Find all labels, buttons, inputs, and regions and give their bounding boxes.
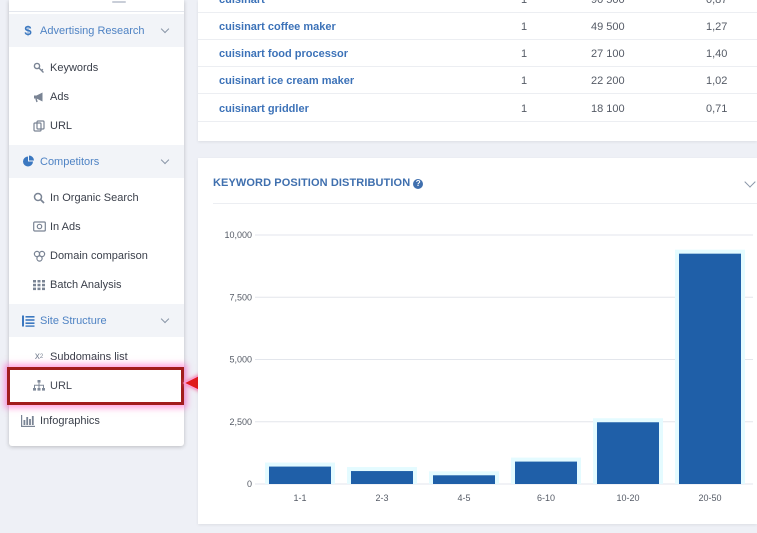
sidebar-item-label: In Ads bbox=[50, 220, 81, 233]
x-tick-label: 4-5 bbox=[457, 493, 470, 503]
table-row: cuisinart 1 90 500 0,87 bbox=[198, 0, 757, 13]
cpc-cell: 0,87 bbox=[706, 0, 728, 6]
y-tick-label: 0 bbox=[247, 479, 252, 489]
sidebar-item-label: Keywords bbox=[50, 61, 99, 74]
megaphone-icon bbox=[32, 90, 46, 104]
volume-cell: 18 100 bbox=[591, 103, 625, 115]
sidebar-item-label: URL bbox=[50, 379, 73, 392]
link-icon bbox=[32, 119, 46, 133]
bar[interactable] bbox=[679, 253, 741, 484]
sidebar-item-label: Batch Analysis bbox=[50, 278, 122, 291]
sidebar-item-url-site-structure[interactable]: URL bbox=[9, 371, 184, 400]
sidebar-section-advertising-research[interactable]: $ Advertising Research bbox=[9, 14, 184, 47]
position-cell: 1 bbox=[521, 21, 528, 33]
sidebar-item-label: Infographics bbox=[40, 415, 100, 427]
y-tick-label: 5,000 bbox=[229, 355, 252, 365]
sidebar-item-url-ads[interactable]: URL bbox=[9, 111, 184, 140]
x-tick-label: 20-50 bbox=[698, 493, 721, 503]
x-tick-label: 10-20 bbox=[616, 493, 639, 503]
bar[interactable] bbox=[597, 422, 659, 484]
cpc-cell: 0,71 bbox=[706, 103, 728, 115]
position-cell: 1 bbox=[521, 48, 528, 60]
sidebar-item-label: URL bbox=[50, 119, 73, 132]
list-icon bbox=[21, 314, 35, 328]
sidebar-item-in-ads[interactable]: In Ads bbox=[9, 212, 184, 241]
keyword-link[interactable]: cuisinart ice cream maker bbox=[219, 75, 355, 87]
cpc-cell: 1,40 bbox=[706, 48, 728, 60]
chevron-down-icon[interactable] bbox=[160, 24, 170, 34]
chevron-down-icon[interactable] bbox=[160, 155, 170, 165]
cpc-cell: 1,27 bbox=[706, 21, 728, 33]
sidebar-item-ads[interactable]: Ads bbox=[9, 82, 184, 111]
sidebar-item-label: Subdomains list bbox=[50, 350, 128, 363]
sidebar-item-keywords[interactable]: Keywords bbox=[9, 53, 184, 82]
bar-chart: 0 2,500 5,000 7,500 10,000 1-1 2-3 4-5 6-10 10-20… bbox=[224, 230, 753, 503]
sidebar-item-batch-analysis[interactable]: Batch Analysis bbox=[9, 270, 184, 299]
sidebar-section-label: Site Structure bbox=[40, 314, 107, 327]
sidebar-top-stub bbox=[9, 0, 184, 12]
chart-title-text: KEYWORD POSITION DISTRIBUTION bbox=[213, 177, 411, 189]
table-row: cuisinart griddler 1 18 100 0,71 bbox=[198, 95, 757, 122]
position-cell: 1 bbox=[521, 0, 528, 6]
y-tick-label: 10,000 bbox=[224, 230, 252, 240]
bar[interactable] bbox=[351, 471, 413, 484]
keyword-link[interactable]: cuisinart griddler bbox=[219, 103, 309, 115]
key-icon bbox=[32, 61, 46, 75]
bar[interactable] bbox=[269, 466, 331, 484]
x-tick-label: 6-10 bbox=[537, 493, 555, 503]
sidebar-item-label: Domain comparison bbox=[50, 249, 148, 262]
sidebar-section-competitors[interactable]: Competitors bbox=[9, 145, 184, 178]
question-circle-icon[interactable]: ? bbox=[413, 179, 424, 189]
y-tick-label: 7,500 bbox=[229, 292, 252, 302]
bar-chart-icon bbox=[21, 414, 35, 428]
bar[interactable] bbox=[515, 461, 577, 484]
position-cell: 1 bbox=[521, 75, 528, 87]
highlight-box bbox=[7, 367, 184, 405]
sidebar: $ Advertising Research Keywords Ads URL … bbox=[9, 0, 184, 446]
sitemap-icon bbox=[32, 379, 46, 393]
sidebar-section-label: Competitors bbox=[40, 155, 100, 168]
keyword-table: cuisinart 1 90 500 0,87 cuisinart coffee mak… bbox=[198, 0, 757, 141]
keyword-position-distribution-panel: KEYWORD POSITION DISTRIBUTION? 0 2,500 5,0… bbox=[198, 158, 757, 524]
domain-compare-icon bbox=[32, 249, 46, 263]
keyword-link[interactable]: cuisinart coffee maker bbox=[219, 21, 336, 33]
cpc-cell: 1,02 bbox=[706, 75, 728, 87]
volume-cell: 27 100 bbox=[591, 48, 625, 60]
x-tick-label: 2-3 bbox=[375, 493, 388, 503]
pie-chart-icon bbox=[21, 155, 35, 169]
chevron-down-icon[interactable] bbox=[160, 314, 170, 324]
sidebar-item-in-organic-search[interactable]: In Organic Search bbox=[9, 183, 184, 212]
x-tick-label: 1-1 bbox=[293, 493, 306, 503]
table-row: cuisinart coffee maker 1 49 500 1,27 bbox=[198, 13, 757, 40]
grid-icon bbox=[32, 278, 46, 292]
volume-cell: 90 500 bbox=[591, 0, 625, 6]
position-cell: 1 bbox=[521, 103, 528, 115]
volume-cell: 22 200 bbox=[591, 75, 625, 87]
y-tick-label: 2,500 bbox=[229, 417, 252, 427]
keyword-link[interactable]: cuisinart food processor bbox=[219, 48, 348, 60]
chart-title: KEYWORD POSITION DISTRIBUTION? bbox=[213, 177, 424, 189]
sidebar-section-label: Advertising Research bbox=[40, 24, 145, 37]
table-row: cuisinart food processor 1 27 100 1,40 bbox=[198, 40, 757, 67]
sidebar-section-site-structure[interactable]: Site Structure bbox=[9, 304, 184, 337]
volume-cell: 49 500 bbox=[591, 21, 625, 33]
search-icon bbox=[32, 191, 46, 205]
sidebar-item-domain-comparison[interactable]: Domain comparison bbox=[9, 241, 184, 270]
sidebar-item-label: Ads bbox=[50, 90, 69, 103]
dollar-icon: $ bbox=[24, 23, 32, 38]
table-row: cuisinart ice cream maker 1 22 200 1,02 bbox=[198, 67, 757, 94]
keyword-link[interactable]: cuisinart bbox=[219, 0, 265, 6]
bar[interactable] bbox=[433, 475, 495, 484]
sidebar-item-infographics[interactable]: Infographics bbox=[9, 408, 184, 434]
sidebar-item-label: In Organic Search bbox=[50, 191, 139, 204]
divider bbox=[213, 203, 757, 204]
dollar-box-icon bbox=[32, 220, 46, 234]
